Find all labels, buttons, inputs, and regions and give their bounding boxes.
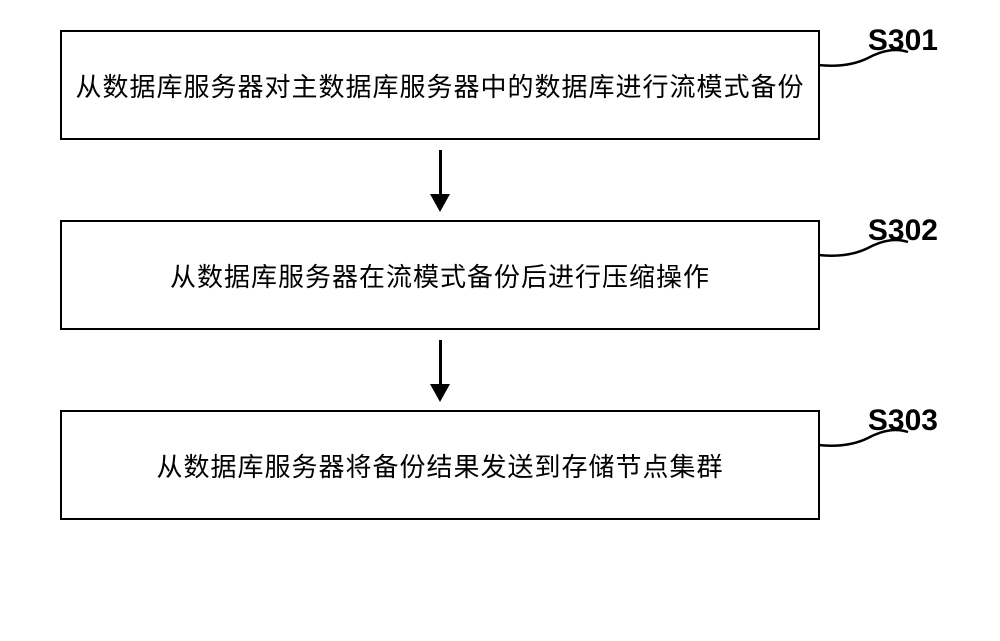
step-box-3: 从数据库服务器将备份结果发送到存储节点集群 S303 — [60, 410, 820, 520]
step-text-2: 从数据库服务器在流模式备份后进行压缩操作 — [170, 257, 710, 294]
arrow-line-2 — [439, 340, 442, 388]
step-label-3: S303 — [868, 404, 938, 438]
arrow-head-2 — [430, 384, 450, 402]
step-label-1: S301 — [868, 24, 938, 58]
flowchart-container: 从数据库服务器对主数据库服务器中的数据库进行流模式备份 S301 从数据库服务器… — [60, 30, 940, 520]
arrow-2 — [60, 330, 820, 410]
step-text-1: 从数据库服务器对主数据库服务器中的数据库进行流模式备份 — [75, 67, 804, 104]
step-label-2: S302 — [868, 214, 938, 248]
step-box-2: 从数据库服务器在流模式备份后进行压缩操作 S302 — [60, 220, 820, 330]
step-text-3: 从数据库服务器将备份结果发送到存储节点集群 — [156, 447, 723, 484]
step-box-1: 从数据库服务器对主数据库服务器中的数据库进行流模式备份 S301 — [60, 30, 820, 140]
arrow-line-1 — [439, 150, 442, 198]
arrow-1 — [60, 140, 820, 220]
arrow-head-1 — [430, 194, 450, 212]
